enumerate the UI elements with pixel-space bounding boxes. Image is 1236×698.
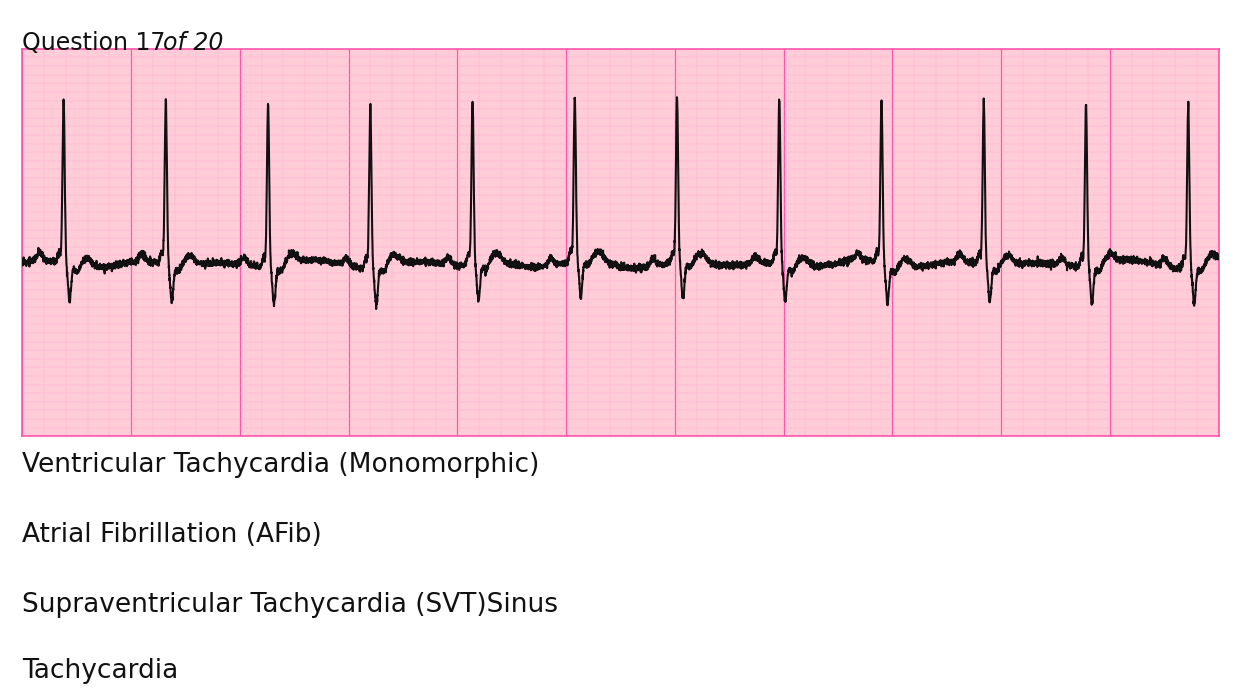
Text: Atrial Fibrillation (AFib): Atrial Fibrillation (AFib) — [22, 522, 323, 548]
Text: Supraventricular Tachycardia (SVT)Sinus: Supraventricular Tachycardia (SVT)Sinus — [22, 592, 559, 618]
Text: Ventricular Tachycardia (Monomorphic): Ventricular Tachycardia (Monomorphic) — [22, 452, 540, 478]
Text: Question 17: Question 17 — [22, 31, 173, 55]
Text: of 20: of 20 — [163, 31, 224, 55]
Text: Tachycardia: Tachycardia — [22, 658, 178, 684]
